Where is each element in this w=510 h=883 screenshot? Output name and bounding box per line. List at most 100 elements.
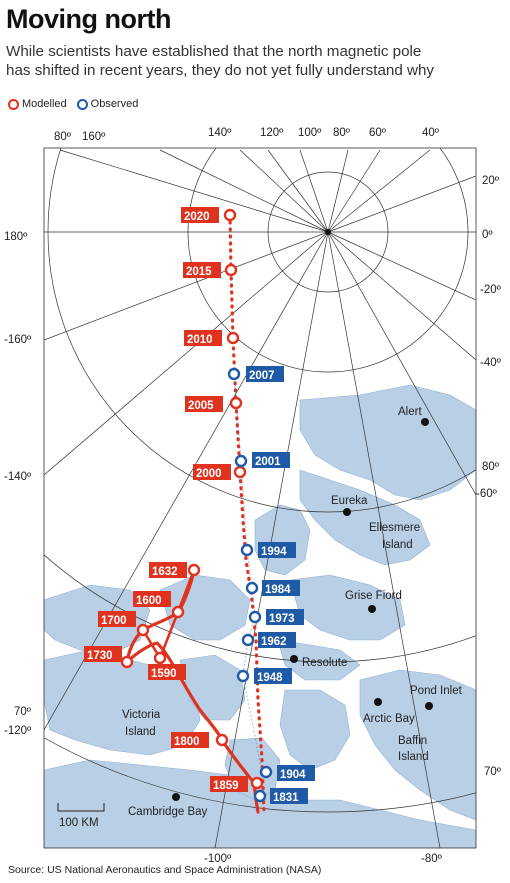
pond-inlet-dot [425, 702, 433, 710]
marker-2020 [223, 208, 237, 222]
modelled-year-labels: 2020 2015 2010 2005 2000 1632 1600 1700 … [84, 207, 248, 792]
label-1973: 1973 [269, 613, 295, 625]
graticule [44, 148, 476, 848]
subtitle: While scientists have established that t… [6, 42, 510, 80]
lon-label-120: 120º [260, 127, 284, 139]
marker-1962 [241, 633, 255, 647]
right-label-20: 20º [482, 175, 500, 187]
bottom-label-minus80: -80º [421, 853, 443, 865]
marker-1859 [250, 776, 264, 790]
place-victoria-island: Island [125, 726, 156, 738]
right-labels: 20º 0º -20º -40º 80º -60º 70º [476, 175, 502, 778]
subtitle-line-2: has shifted in recent years, they do not… [6, 62, 435, 79]
label-1632: 1632 [152, 566, 178, 578]
label-1800: 1800 [174, 736, 200, 748]
left-label-70: 70º [14, 706, 32, 718]
label-1962: 1962 [261, 636, 287, 648]
left-labels: 180º -160º -140º 70º -120º [4, 231, 32, 737]
left-label-minus120: -120º [4, 725, 32, 737]
observed-markers [227, 367, 273, 803]
legend-modelled: Modelled [8, 98, 67, 110]
marker-2010 [226, 331, 240, 345]
marker-1700 [136, 623, 150, 637]
marker-1904 [259, 765, 273, 779]
marker-2007 [227, 367, 241, 381]
right-label-0: 0º [482, 229, 493, 241]
label-2001: 2001 [255, 456, 281, 468]
lon-label-80: 80º [333, 127, 351, 139]
lon-label-100: 100º [298, 127, 322, 139]
right-label-minus40: -40º [480, 357, 502, 369]
marker-1632 [187, 563, 201, 577]
label-1730: 1730 [87, 650, 113, 662]
label-2020: 2020 [184, 211, 210, 223]
modelled-markers [120, 208, 264, 790]
place-ellesmere-island: Island [382, 539, 413, 551]
lon-label-140: 140º [208, 127, 232, 139]
place-eureka: Eureka [331, 495, 368, 507]
alert-dot [421, 418, 429, 426]
label-1831: 1831 [273, 792, 299, 804]
grise-fiord-dot [368, 605, 376, 613]
lon-label-40: 40º [422, 127, 440, 139]
label-1590: 1590 [151, 668, 177, 680]
left-label-minus160: -160º [4, 334, 32, 346]
label-2007: 2007 [249, 370, 275, 382]
place-baffin: Baffin [398, 735, 427, 747]
land [44, 384, 476, 848]
marker-1800 [215, 733, 229, 747]
source-note: Source: US National Aeronautics and Spac… [8, 864, 322, 876]
label-1904: 1904 [280, 769, 306, 781]
place-resolute: Resolute [302, 657, 347, 669]
lon-label-60: 60º [369, 127, 387, 139]
marker-1973 [248, 610, 262, 624]
right-label-80: 80º [482, 461, 500, 473]
label-1700: 1700 [101, 615, 127, 627]
place-grise-fiord: Grise Fiord [345, 590, 402, 602]
bottom-labels: -100º -80º [204, 853, 443, 865]
label-1948: 1948 [257, 672, 283, 684]
label-2010: 2010 [187, 334, 213, 346]
top-longitude-labels: 80º 160º 140º 120º 100º 80º 60º 40º [54, 127, 440, 143]
observed-path [233, 373, 263, 797]
right-label-70: 70º [484, 766, 502, 778]
marker-1590 [153, 651, 167, 665]
legend: Modelled Observed [8, 98, 138, 110]
marker-1831 [253, 789, 267, 803]
legend-observed-label: Observed [90, 98, 139, 110]
cambridge-bay-dot [172, 793, 180, 801]
eureka-dot [343, 508, 351, 516]
label-2005: 2005 [188, 400, 214, 412]
marker-2000 [233, 465, 247, 479]
place-arctic-bay: Arctic Bay [363, 713, 415, 725]
left-label-180: 180º [4, 231, 28, 243]
modelled-ring-icon [8, 98, 19, 110]
lon-label-160: 160º [82, 131, 106, 143]
marker-2015 [224, 263, 238, 277]
legend-observed: Observed [76, 98, 139, 110]
right-label-minus60: -60º [476, 488, 498, 500]
label-2015: 2015 [186, 266, 212, 278]
place-ellesmere: Ellesmere [369, 522, 420, 534]
label-1859: 1859 [213, 780, 239, 792]
scale-label: 100 KM [59, 817, 99, 829]
place-baffin-island: Island [398, 751, 429, 763]
places: Alert Eureka Ellesmere Island Grise Fior… [122, 406, 463, 818]
bottom-label-minus100: -100º [204, 853, 232, 865]
label-1994: 1994 [261, 546, 287, 558]
lon-label-80w: 80º [54, 131, 72, 143]
place-alert: Alert [398, 406, 422, 418]
marker-2001 [234, 454, 248, 468]
arctic-bay-dot [374, 698, 382, 706]
legend-modelled-label: Modelled [22, 98, 67, 110]
label-1600: 1600 [136, 595, 162, 607]
label-1984: 1984 [265, 584, 291, 596]
left-label-minus140: -140º [4, 471, 32, 483]
marker-1730 [120, 655, 134, 669]
right-label-minus20: -20º [480, 284, 502, 296]
subtitle-line-1: While scientists have established that t… [6, 43, 422, 60]
marker-1948 [236, 669, 250, 683]
marker-1600 [171, 605, 185, 619]
map-frame [43, 147, 477, 849]
